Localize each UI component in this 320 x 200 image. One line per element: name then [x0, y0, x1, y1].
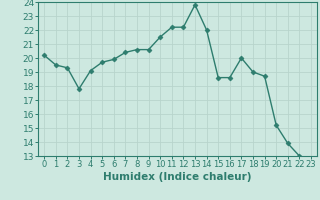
X-axis label: Humidex (Indice chaleur): Humidex (Indice chaleur) [103, 172, 252, 182]
